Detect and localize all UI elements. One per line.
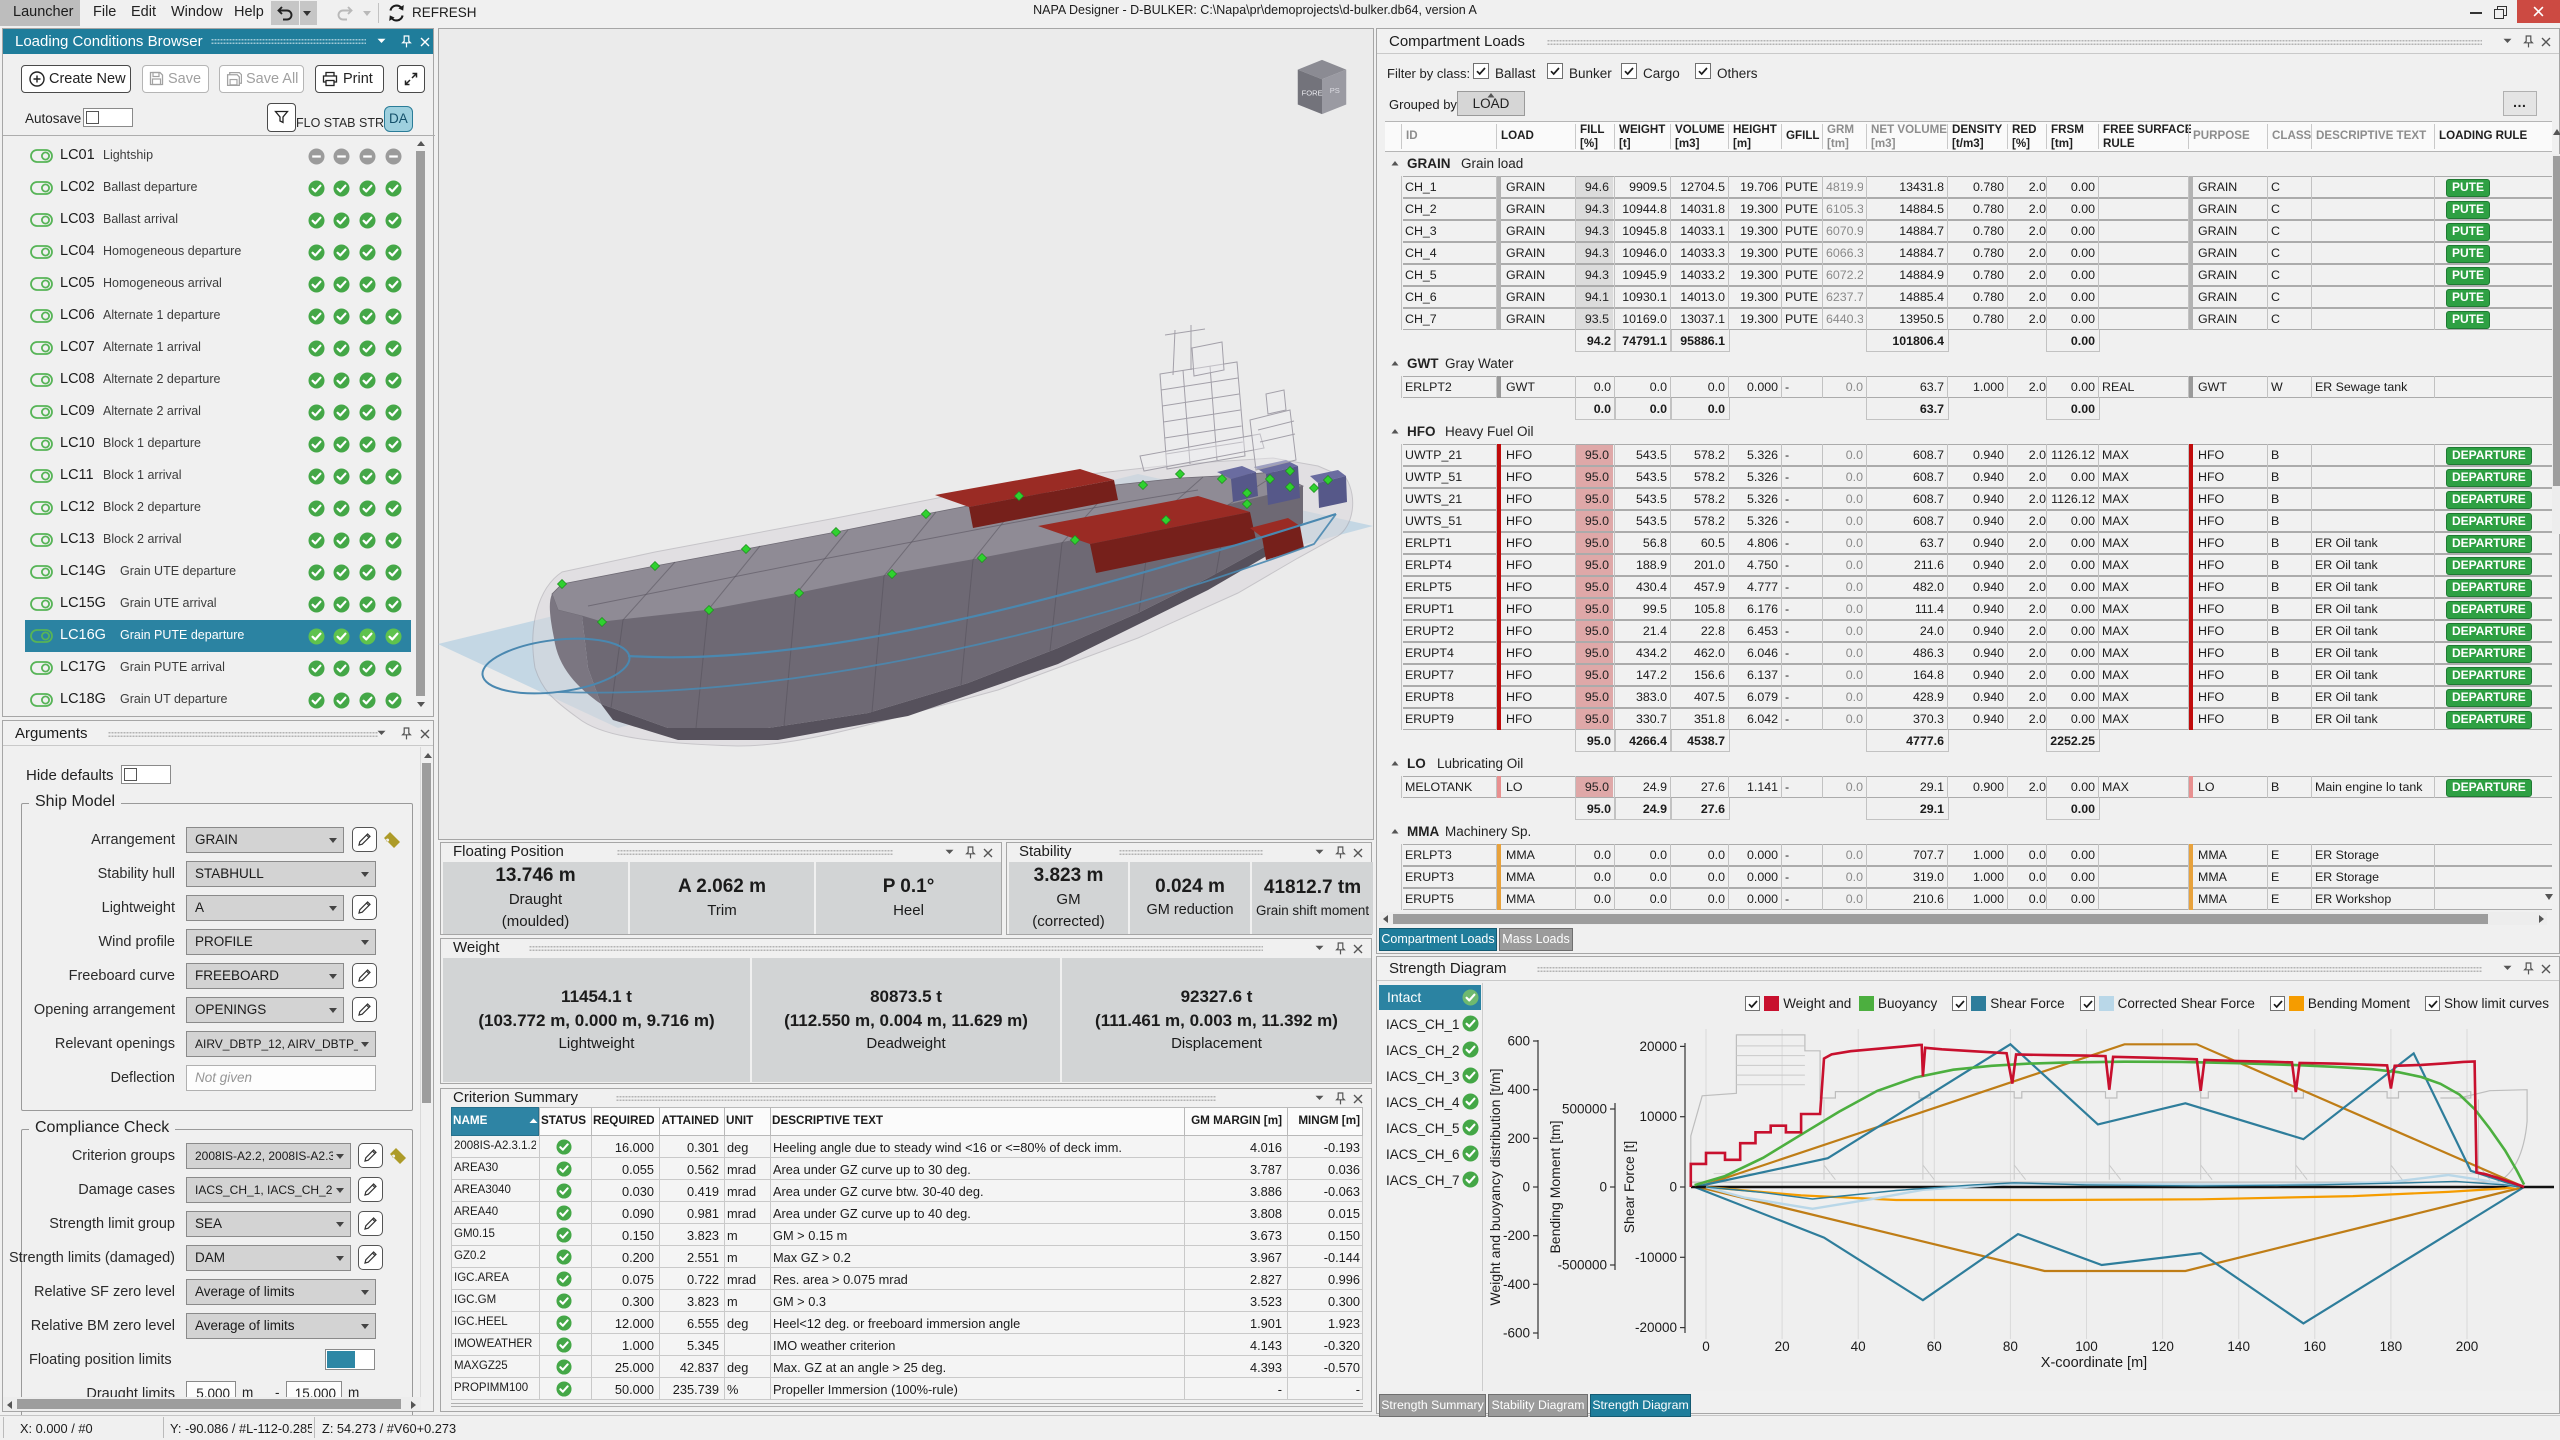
svg-text:X-coordinate [m]: X-coordinate [m] — [2041, 1355, 2147, 1371]
svg-text:Shear Force [t]: Shear Force [t] — [1621, 1141, 1637, 1234]
svg-text:20000: 20000 — [1639, 1039, 1677, 1054]
svg-text:200: 200 — [1507, 1131, 1530, 1146]
svg-text:140: 140 — [2227, 1339, 2250, 1354]
svg-text:600: 600 — [1507, 1034, 1530, 1049]
svg-text:Bending Moment [tm]: Bending Moment [tm] — [1547, 1120, 1563, 1253]
svg-text:500000: 500000 — [1562, 1102, 1607, 1117]
svg-text:100: 100 — [2075, 1339, 2098, 1354]
svg-text:FORE: FORE — [1302, 89, 1323, 98]
svg-text:400: 400 — [1507, 1082, 1530, 1097]
svg-text:120: 120 — [2151, 1339, 2174, 1354]
svg-text:200: 200 — [2456, 1339, 2479, 1354]
svg-text:-500000: -500000 — [1557, 1258, 1607, 1273]
svg-text:PS: PS — [1330, 86, 1340, 95]
svg-text:-400: -400 — [1503, 1277, 1530, 1292]
svg-text:-200: -200 — [1503, 1228, 1530, 1243]
svg-text:40: 40 — [1851, 1339, 1866, 1354]
svg-text:-10000: -10000 — [1635, 1250, 1677, 1265]
svg-text:160: 160 — [2304, 1339, 2327, 1354]
svg-text:20: 20 — [1775, 1339, 1790, 1354]
svg-text:0: 0 — [1669, 1180, 1677, 1195]
svg-text:-20000: -20000 — [1635, 1320, 1677, 1335]
svg-text:0: 0 — [1702, 1339, 1710, 1354]
svg-text:60: 60 — [1927, 1339, 1942, 1354]
svg-text:0: 0 — [1599, 1180, 1607, 1195]
svg-text:180: 180 — [2380, 1339, 2403, 1354]
svg-text:Weight and buoyancy distributi: Weight and buoyancy distribution [t/m] — [1487, 1068, 1503, 1305]
svg-text:80: 80 — [2003, 1339, 2018, 1354]
svg-text:-600: -600 — [1503, 1326, 1530, 1341]
svg-text:0: 0 — [1522, 1180, 1530, 1195]
svg-text:10000: 10000 — [1639, 1109, 1677, 1124]
